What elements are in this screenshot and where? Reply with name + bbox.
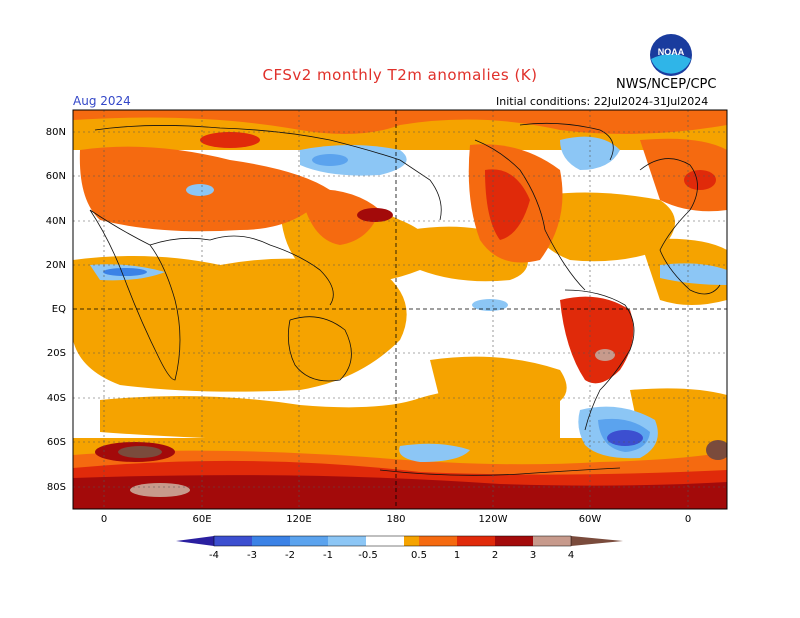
graticule bbox=[73, 110, 727, 509]
colorbar-swatch bbox=[214, 536, 252, 546]
agency-label: NWS/NCEP/CPC bbox=[616, 77, 717, 92]
initial-conditions: Initial conditions: 22Jul2024-31Jul2024 bbox=[496, 95, 709, 108]
equator-dateline bbox=[73, 110, 727, 509]
lat-label: 40S bbox=[47, 393, 66, 404]
lat-label: 80N bbox=[46, 127, 66, 138]
lat-label: EQ bbox=[52, 304, 66, 315]
lat-label: 40N bbox=[46, 216, 66, 227]
lon-label: 0 bbox=[101, 514, 107, 525]
colorbar-label: 3 bbox=[530, 550, 536, 561]
colorbar-swatch bbox=[571, 536, 623, 546]
colorbar-label: -3 bbox=[247, 550, 257, 561]
colorbar-swatch bbox=[419, 536, 457, 546]
anomaly-field bbox=[73, 110, 727, 509]
colorbar-swatch bbox=[252, 536, 290, 546]
lat-label: 20S bbox=[47, 348, 66, 359]
colorbar-swatch bbox=[457, 536, 495, 546]
colorbar-swatch bbox=[404, 536, 419, 546]
lon-label: 60W bbox=[579, 514, 602, 525]
colorbar-label: 4 bbox=[568, 550, 574, 561]
lon-label: 120E bbox=[286, 514, 311, 525]
map-frame bbox=[72, 109, 728, 510]
forecast-period: Aug 2024 bbox=[73, 94, 131, 108]
colorbar-label: -2 bbox=[285, 550, 295, 561]
lat-labels: 80N 60N 40N 20N EQ 20S 40S 60S 80S bbox=[46, 127, 66, 493]
colorbar-swatch bbox=[328, 536, 366, 546]
coastlines bbox=[89, 122, 721, 476]
colorbar-label: 2 bbox=[492, 550, 498, 561]
colorbar-swatch bbox=[495, 536, 533, 546]
colorbar-label: 1 bbox=[454, 550, 460, 561]
colorbar-outline bbox=[213, 535, 572, 547]
colorbar-label: -0.5 bbox=[358, 550, 378, 561]
lat-label: 60S bbox=[47, 437, 66, 448]
colorbar-label: -4 bbox=[209, 550, 219, 561]
svg-text:NOAA: NOAA bbox=[658, 47, 685, 57]
lon-label: 60E bbox=[192, 514, 211, 525]
lon-label: 180 bbox=[386, 514, 405, 525]
colorbar-swatch bbox=[366, 536, 404, 546]
colorbar: -4 -3 -2 -1 -0.5 0.5 1 2 3 4 bbox=[176, 535, 623, 561]
map-title: CFSv2 monthly T2m anomalies (K) bbox=[262, 66, 538, 84]
colorbar-swatch bbox=[533, 536, 571, 546]
colorbar-swatch bbox=[176, 536, 214, 546]
noaa-logo-icon: NOAA bbox=[650, 34, 692, 76]
lat-label: 60N bbox=[46, 171, 66, 182]
colorbar-label: -1 bbox=[323, 550, 333, 561]
lon-labels: 0 60E 120E 180 120W 60W 0 bbox=[101, 514, 691, 525]
colorbar-swatch bbox=[290, 536, 328, 546]
lon-label: 120W bbox=[479, 514, 508, 525]
lon-label: 0 bbox=[685, 514, 691, 525]
lat-label: 80S bbox=[47, 482, 66, 493]
lat-label: 20N bbox=[46, 260, 66, 271]
colorbar-label: 0.5 bbox=[411, 550, 427, 561]
